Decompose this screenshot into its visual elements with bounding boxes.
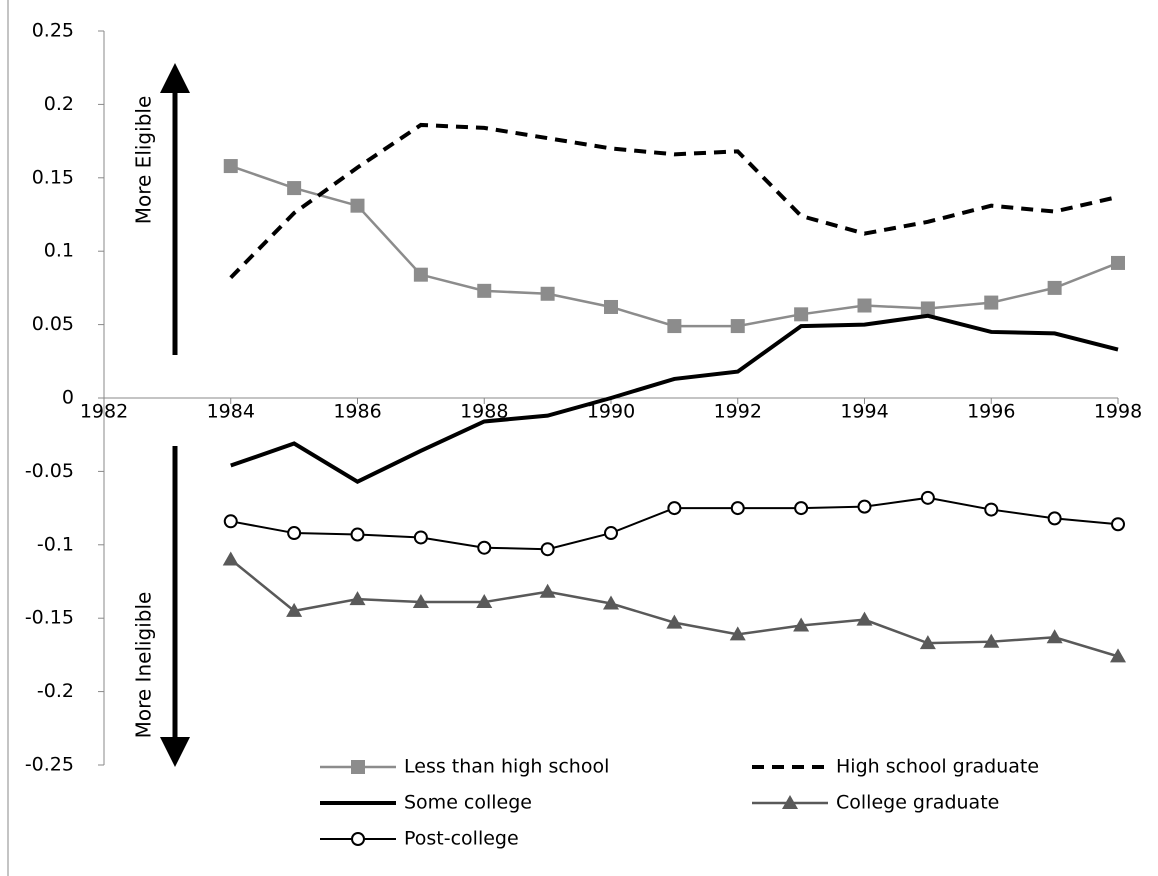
marker — [413, 530, 428, 545]
marker — [222, 551, 239, 566]
marker — [1110, 648, 1126, 663]
marker — [540, 542, 555, 557]
y-tick-label: 0.05 — [32, 313, 74, 335]
annotation: More Ineligible — [132, 592, 156, 739]
marker — [782, 795, 798, 809]
marker — [223, 159, 238, 174]
marker — [729, 626, 746, 641]
marker — [286, 602, 303, 617]
series-line — [230, 313, 1119, 484]
marker — [1046, 629, 1063, 644]
marker — [920, 490, 935, 505]
marker — [667, 319, 682, 334]
marker — [920, 301, 935, 316]
x-tick-label: 1998 — [1094, 401, 1142, 423]
marker — [666, 614, 683, 629]
marker — [984, 295, 999, 310]
marker — [223, 514, 238, 529]
marker — [793, 617, 810, 632]
x-tick-label: 1988 — [460, 401, 508, 423]
marker — [350, 198, 365, 213]
y-tick-label: -0.25 — [25, 754, 74, 776]
marker — [857, 499, 872, 514]
series-line — [229, 558, 1119, 658]
marker — [412, 594, 429, 609]
marker — [1111, 517, 1125, 532]
marker — [349, 591, 366, 606]
y-tick-label: 0.2 — [44, 93, 74, 115]
legend-label: Some college — [404, 792, 532, 814]
marker — [351, 832, 365, 846]
y-tick-label: -0.1 — [37, 533, 74, 555]
marker — [856, 611, 873, 626]
legend-label: College graduate — [836, 792, 999, 814]
marker — [919, 635, 936, 650]
marker — [540, 286, 555, 301]
y-tick-label: 0 — [62, 387, 74, 409]
marker — [857, 298, 872, 313]
y-tick-label: -0.15 — [25, 607, 74, 629]
marker — [350, 527, 365, 542]
marker — [477, 283, 492, 298]
marker — [983, 633, 1000, 648]
marker — [604, 526, 618, 541]
marker — [413, 267, 428, 282]
x-tick-label: 1996 — [967, 401, 1015, 423]
marker — [287, 526, 302, 541]
marker — [604, 299, 618, 314]
legend-label: Less than high school — [404, 756, 609, 778]
x-tick-label: 1984 — [207, 401, 255, 423]
marker — [1111, 255, 1125, 270]
legend-label: High school graduate — [836, 756, 1039, 778]
annotation: More Eligible — [132, 96, 156, 225]
marker — [730, 501, 745, 516]
y-tick-label: -0.2 — [37, 680, 74, 702]
marker — [603, 595, 619, 610]
marker — [730, 319, 745, 334]
marker — [539, 583, 556, 598]
x-tick-label: 1990 — [587, 401, 635, 423]
marker — [476, 594, 493, 609]
x-tick-label: 1994 — [840, 401, 888, 423]
marker — [667, 501, 682, 516]
marker — [477, 540, 492, 555]
marker — [984, 502, 999, 517]
marker — [351, 760, 365, 774]
marker — [794, 307, 809, 322]
y-tick-label: 0.25 — [32, 20, 74, 42]
series-line — [229, 122, 1119, 280]
x-tick-label: 1982 — [80, 401, 128, 423]
marker — [794, 501, 809, 516]
marker — [1047, 280, 1062, 295]
legend-label: Post-college — [404, 828, 519, 850]
marker — [1047, 511, 1062, 526]
x-tick-label: 1992 — [714, 401, 762, 423]
marker — [287, 181, 302, 196]
y-tick-label: -0.05 — [25, 460, 74, 482]
x-tick-label: 1986 — [333, 401, 381, 423]
y-tick-label: 0.15 — [32, 166, 74, 188]
y-tick-label: 0.1 — [44, 240, 74, 262]
